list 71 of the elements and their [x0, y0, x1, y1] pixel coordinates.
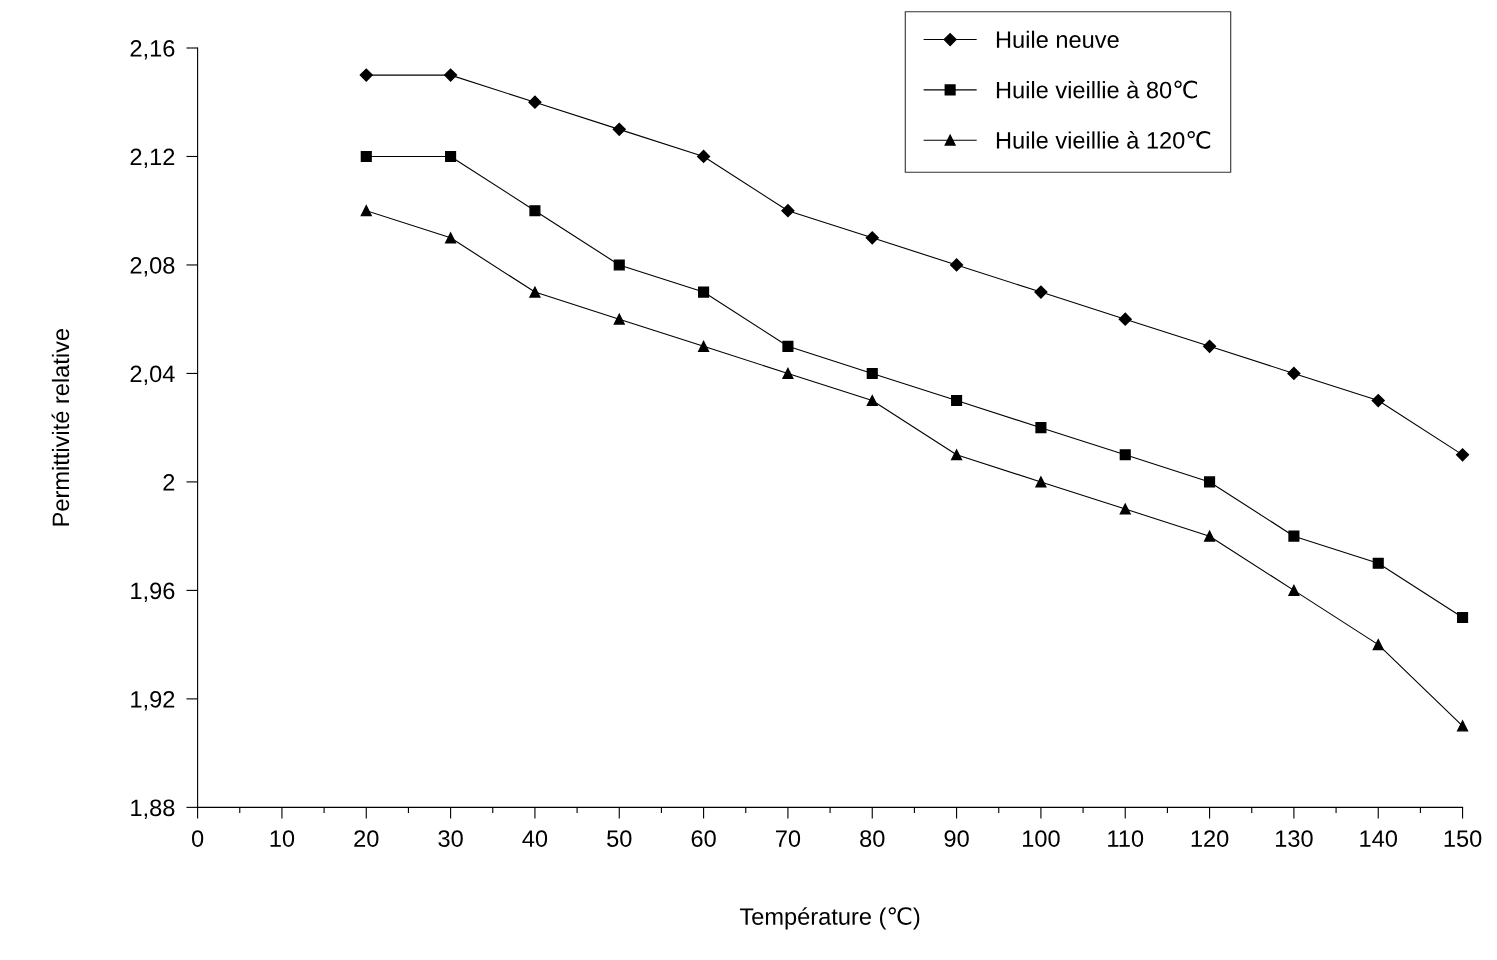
x-tick-label: 40	[522, 830, 548, 847]
point	[612, 122, 626, 136]
x-tick-label: 20	[354, 830, 379, 847]
point	[1119, 449, 1131, 461]
point	[865, 231, 879, 245]
x-tick-label: 0	[191, 830, 204, 847]
y-tick-label: 2,12	[130, 148, 175, 169]
point	[697, 149, 711, 164]
point	[866, 395, 878, 407]
point	[444, 68, 458, 82]
point	[698, 286, 710, 298]
y-tick-label: 1,92	[131, 690, 175, 711]
point	[1288, 584, 1300, 596]
point	[1035, 422, 1047, 434]
point	[359, 68, 373, 82]
point	[698, 340, 710, 352]
point	[1288, 530, 1300, 542]
y-tick-label: 2	[163, 473, 175, 491]
point	[529, 205, 541, 217]
point	[1202, 339, 1217, 353]
x-tick-label: 50	[607, 830, 632, 847]
point	[528, 95, 542, 109]
point	[1457, 720, 1469, 732]
x-tick-label: 120	[1191, 830, 1229, 847]
x-tick-label: 60	[691, 830, 716, 847]
x-tick-label: 130	[1276, 830, 1313, 847]
legend-label: Huile vieillie à 120℃	[996, 130, 1211, 149]
point	[1287, 366, 1301, 381]
x-tick-label: 140	[1360, 830, 1398, 847]
y-tick-label: 2,08	[130, 257, 175, 277]
point	[360, 150, 372, 163]
point	[1457, 611, 1469, 624]
y-tick-label: 1,96	[131, 582, 175, 602]
point	[1035, 476, 1047, 488]
point	[1204, 530, 1216, 542]
point	[1118, 312, 1132, 326]
legend-label: Huile vieillie à 80℃	[996, 80, 1198, 99]
point	[781, 204, 795, 218]
x-tick-label: 70	[776, 830, 801, 847]
point	[1455, 448, 1470, 462]
point	[613, 313, 625, 325]
point	[782, 367, 794, 379]
x-tick-label: 100	[1023, 830, 1060, 847]
point	[613, 259, 625, 271]
point	[1204, 476, 1216, 488]
point	[445, 150, 457, 163]
point	[1372, 639, 1384, 651]
y-tick-label: 2,16	[130, 40, 175, 60]
point	[951, 395, 963, 407]
point	[1119, 503, 1131, 515]
point	[866, 367, 878, 379]
x-tick-label: 90	[944, 830, 969, 847]
point	[1371, 393, 1385, 408]
x-tick-label: 150	[1444, 830, 1482, 847]
point	[949, 258, 964, 272]
point	[1372, 557, 1384, 569]
point	[445, 232, 457, 244]
y-tick-label: 1,88	[131, 799, 175, 819]
point	[360, 205, 372, 217]
point	[951, 449, 963, 461]
point	[1034, 285, 1048, 299]
x-tick-label: 10	[270, 830, 295, 847]
y-tick-label: 2,04	[130, 365, 175, 386]
x-tick-label: 80	[860, 830, 885, 847]
x-axis-title: Température (℃)	[739, 907, 920, 930]
legend-label: Huile neuve	[996, 30, 1119, 49]
y-axis-title: Permittivité relative	[51, 329, 70, 526]
point	[782, 340, 794, 352]
point	[529, 286, 541, 298]
x-tick-label: 110	[1108, 830, 1144, 847]
x-tick-label: 30	[438, 830, 463, 847]
